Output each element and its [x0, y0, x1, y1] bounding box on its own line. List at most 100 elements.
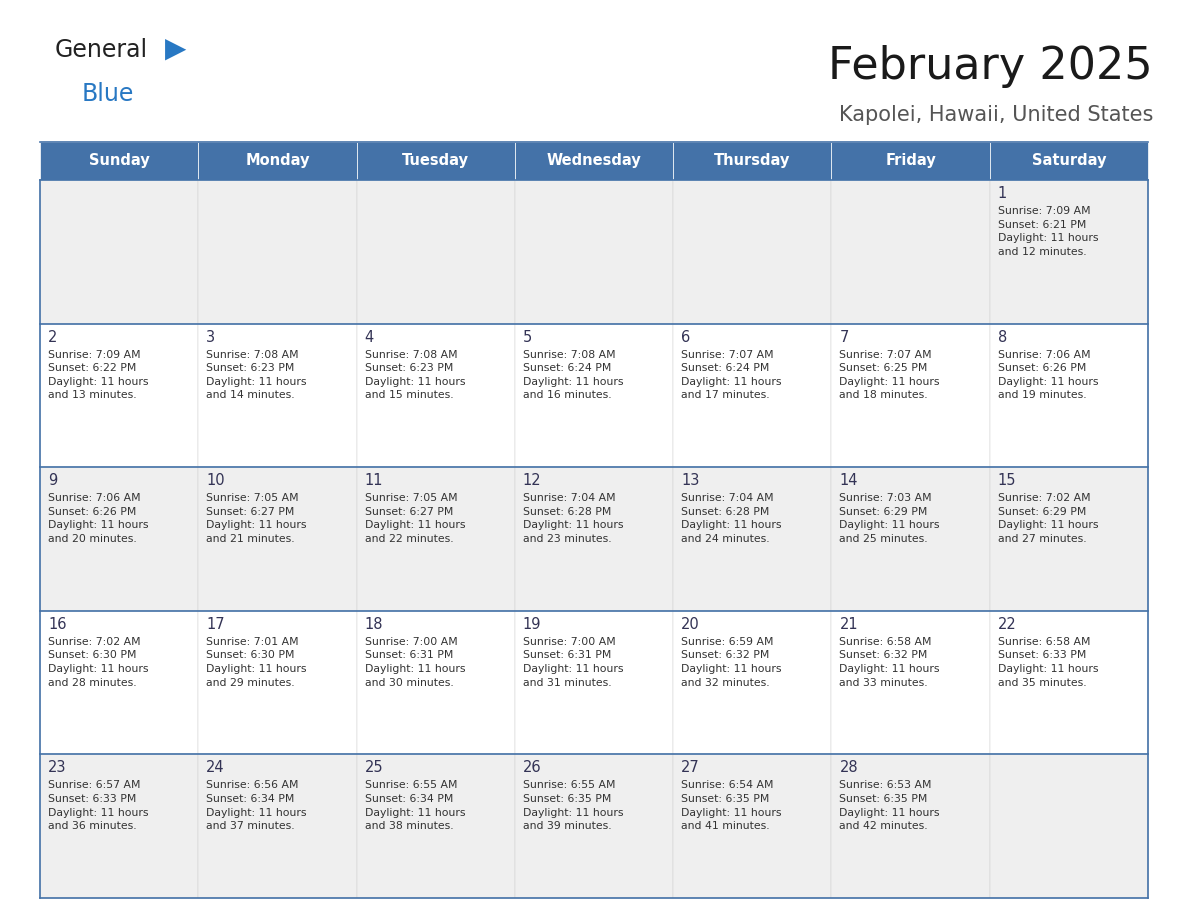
- Text: Sunrise: 7:06 AM
Sunset: 6:26 PM
Daylight: 11 hours
and 19 minutes.: Sunrise: 7:06 AM Sunset: 6:26 PM Dayligh…: [998, 350, 1098, 400]
- Text: 26: 26: [523, 760, 542, 776]
- Bar: [40, 467, 198, 610]
- Text: Sunrise: 7:00 AM
Sunset: 6:31 PM
Daylight: 11 hours
and 31 minutes.: Sunrise: 7:00 AM Sunset: 6:31 PM Dayligh…: [523, 637, 624, 688]
- Bar: [990, 324, 1148, 467]
- Bar: [356, 142, 514, 180]
- Text: 14: 14: [840, 473, 858, 488]
- Bar: [40, 610, 198, 755]
- Bar: [514, 142, 674, 180]
- Text: Sunrise: 7:06 AM
Sunset: 6:26 PM
Daylight: 11 hours
and 20 minutes.: Sunrise: 7:06 AM Sunset: 6:26 PM Dayligh…: [48, 493, 148, 544]
- Text: 4: 4: [365, 330, 374, 344]
- Text: Sunrise: 7:05 AM
Sunset: 6:27 PM
Daylight: 11 hours
and 22 minutes.: Sunrise: 7:05 AM Sunset: 6:27 PM Dayligh…: [365, 493, 465, 544]
- Text: Sunrise: 7:04 AM
Sunset: 6:28 PM
Daylight: 11 hours
and 23 minutes.: Sunrise: 7:04 AM Sunset: 6:28 PM Dayligh…: [523, 493, 624, 544]
- Text: 8: 8: [998, 330, 1007, 344]
- Bar: [674, 610, 832, 755]
- Text: 3: 3: [207, 330, 215, 344]
- Bar: [514, 610, 674, 755]
- Bar: [674, 142, 832, 180]
- Text: Sunrise: 7:02 AM
Sunset: 6:29 PM
Daylight: 11 hours
and 27 minutes.: Sunrise: 7:02 AM Sunset: 6:29 PM Dayligh…: [998, 493, 1098, 544]
- Text: 15: 15: [998, 473, 1016, 488]
- Text: Sunrise: 6:58 AM
Sunset: 6:32 PM
Daylight: 11 hours
and 33 minutes.: Sunrise: 6:58 AM Sunset: 6:32 PM Dayligh…: [840, 637, 940, 688]
- Bar: [990, 467, 1148, 610]
- Text: Sunrise: 6:59 AM
Sunset: 6:32 PM
Daylight: 11 hours
and 32 minutes.: Sunrise: 6:59 AM Sunset: 6:32 PM Dayligh…: [681, 637, 782, 688]
- Text: Sunrise: 7:08 AM
Sunset: 6:24 PM
Daylight: 11 hours
and 16 minutes.: Sunrise: 7:08 AM Sunset: 6:24 PM Dayligh…: [523, 350, 624, 400]
- Bar: [198, 180, 356, 324]
- Bar: [40, 180, 198, 324]
- Bar: [198, 467, 356, 610]
- Bar: [40, 324, 198, 467]
- Bar: [40, 142, 198, 180]
- Text: 12: 12: [523, 473, 542, 488]
- Text: Tuesday: Tuesday: [403, 153, 469, 169]
- Bar: [832, 142, 990, 180]
- Text: Sunrise: 6:53 AM
Sunset: 6:35 PM
Daylight: 11 hours
and 42 minutes.: Sunrise: 6:53 AM Sunset: 6:35 PM Dayligh…: [840, 780, 940, 831]
- Bar: [514, 324, 674, 467]
- Text: 6: 6: [681, 330, 690, 344]
- Text: 5: 5: [523, 330, 532, 344]
- Text: 19: 19: [523, 617, 542, 632]
- Text: Sunrise: 7:09 AM
Sunset: 6:22 PM
Daylight: 11 hours
and 13 minutes.: Sunrise: 7:09 AM Sunset: 6:22 PM Dayligh…: [48, 350, 148, 400]
- Text: 7: 7: [840, 330, 848, 344]
- Text: 17: 17: [207, 617, 225, 632]
- Text: Sunrise: 7:05 AM
Sunset: 6:27 PM
Daylight: 11 hours
and 21 minutes.: Sunrise: 7:05 AM Sunset: 6:27 PM Dayligh…: [207, 493, 307, 544]
- Text: Sunrise: 7:08 AM
Sunset: 6:23 PM
Daylight: 11 hours
and 15 minutes.: Sunrise: 7:08 AM Sunset: 6:23 PM Dayligh…: [365, 350, 465, 400]
- Bar: [198, 610, 356, 755]
- Bar: [356, 180, 514, 324]
- Text: 9: 9: [48, 473, 57, 488]
- Text: 20: 20: [681, 617, 700, 632]
- Bar: [990, 180, 1148, 324]
- Text: 13: 13: [681, 473, 700, 488]
- Text: 21: 21: [840, 617, 858, 632]
- Bar: [198, 142, 356, 180]
- Text: Wednesday: Wednesday: [546, 153, 642, 169]
- Text: Sunrise: 7:02 AM
Sunset: 6:30 PM
Daylight: 11 hours
and 28 minutes.: Sunrise: 7:02 AM Sunset: 6:30 PM Dayligh…: [48, 637, 148, 688]
- Bar: [832, 180, 990, 324]
- Bar: [990, 610, 1148, 755]
- Text: 22: 22: [998, 617, 1017, 632]
- Text: Sunrise: 7:07 AM
Sunset: 6:25 PM
Daylight: 11 hours
and 18 minutes.: Sunrise: 7:07 AM Sunset: 6:25 PM Dayligh…: [840, 350, 940, 400]
- Bar: [990, 142, 1148, 180]
- Text: Sunrise: 6:57 AM
Sunset: 6:33 PM
Daylight: 11 hours
and 36 minutes.: Sunrise: 6:57 AM Sunset: 6:33 PM Dayligh…: [48, 780, 148, 831]
- Bar: [198, 755, 356, 898]
- Bar: [198, 324, 356, 467]
- Bar: [40, 755, 198, 898]
- Bar: [832, 610, 990, 755]
- Text: 2: 2: [48, 330, 57, 344]
- Text: 10: 10: [207, 473, 225, 488]
- Text: Sunrise: 7:00 AM
Sunset: 6:31 PM
Daylight: 11 hours
and 30 minutes.: Sunrise: 7:00 AM Sunset: 6:31 PM Dayligh…: [365, 637, 465, 688]
- Text: Sunrise: 7:09 AM
Sunset: 6:21 PM
Daylight: 11 hours
and 12 minutes.: Sunrise: 7:09 AM Sunset: 6:21 PM Dayligh…: [998, 206, 1098, 257]
- Text: Sunrise: 7:08 AM
Sunset: 6:23 PM
Daylight: 11 hours
and 14 minutes.: Sunrise: 7:08 AM Sunset: 6:23 PM Dayligh…: [207, 350, 307, 400]
- Text: ▶: ▶: [165, 35, 187, 63]
- Text: 1: 1: [998, 186, 1007, 201]
- Text: 11: 11: [365, 473, 383, 488]
- Bar: [356, 467, 514, 610]
- Text: 24: 24: [207, 760, 225, 776]
- Text: Sunrise: 7:01 AM
Sunset: 6:30 PM
Daylight: 11 hours
and 29 minutes.: Sunrise: 7:01 AM Sunset: 6:30 PM Dayligh…: [207, 637, 307, 688]
- Text: Sunrise: 6:55 AM
Sunset: 6:34 PM
Daylight: 11 hours
and 38 minutes.: Sunrise: 6:55 AM Sunset: 6:34 PM Dayligh…: [365, 780, 465, 831]
- Text: Sunrise: 6:54 AM
Sunset: 6:35 PM
Daylight: 11 hours
and 41 minutes.: Sunrise: 6:54 AM Sunset: 6:35 PM Dayligh…: [681, 780, 782, 831]
- Bar: [514, 467, 674, 610]
- Text: Thursday: Thursday: [714, 153, 790, 169]
- Text: General: General: [55, 38, 148, 62]
- Text: Sunrise: 7:04 AM
Sunset: 6:28 PM
Daylight: 11 hours
and 24 minutes.: Sunrise: 7:04 AM Sunset: 6:28 PM Dayligh…: [681, 493, 782, 544]
- Bar: [514, 755, 674, 898]
- Bar: [356, 755, 514, 898]
- Bar: [990, 755, 1148, 898]
- Text: 28: 28: [840, 760, 858, 776]
- Text: Sunrise: 6:56 AM
Sunset: 6:34 PM
Daylight: 11 hours
and 37 minutes.: Sunrise: 6:56 AM Sunset: 6:34 PM Dayligh…: [207, 780, 307, 831]
- Text: Monday: Monday: [245, 153, 310, 169]
- Text: Blue: Blue: [82, 82, 134, 106]
- Text: Saturday: Saturday: [1031, 153, 1106, 169]
- Text: 27: 27: [681, 760, 700, 776]
- Text: 25: 25: [365, 760, 384, 776]
- Bar: [674, 755, 832, 898]
- Text: 18: 18: [365, 617, 383, 632]
- Bar: [832, 467, 990, 610]
- Text: Sunrise: 7:07 AM
Sunset: 6:24 PM
Daylight: 11 hours
and 17 minutes.: Sunrise: 7:07 AM Sunset: 6:24 PM Dayligh…: [681, 350, 782, 400]
- Bar: [356, 324, 514, 467]
- Bar: [514, 180, 674, 324]
- Text: Sunrise: 6:55 AM
Sunset: 6:35 PM
Daylight: 11 hours
and 39 minutes.: Sunrise: 6:55 AM Sunset: 6:35 PM Dayligh…: [523, 780, 624, 831]
- Bar: [674, 324, 832, 467]
- Bar: [674, 180, 832, 324]
- Bar: [356, 610, 514, 755]
- Text: Friday: Friday: [885, 153, 936, 169]
